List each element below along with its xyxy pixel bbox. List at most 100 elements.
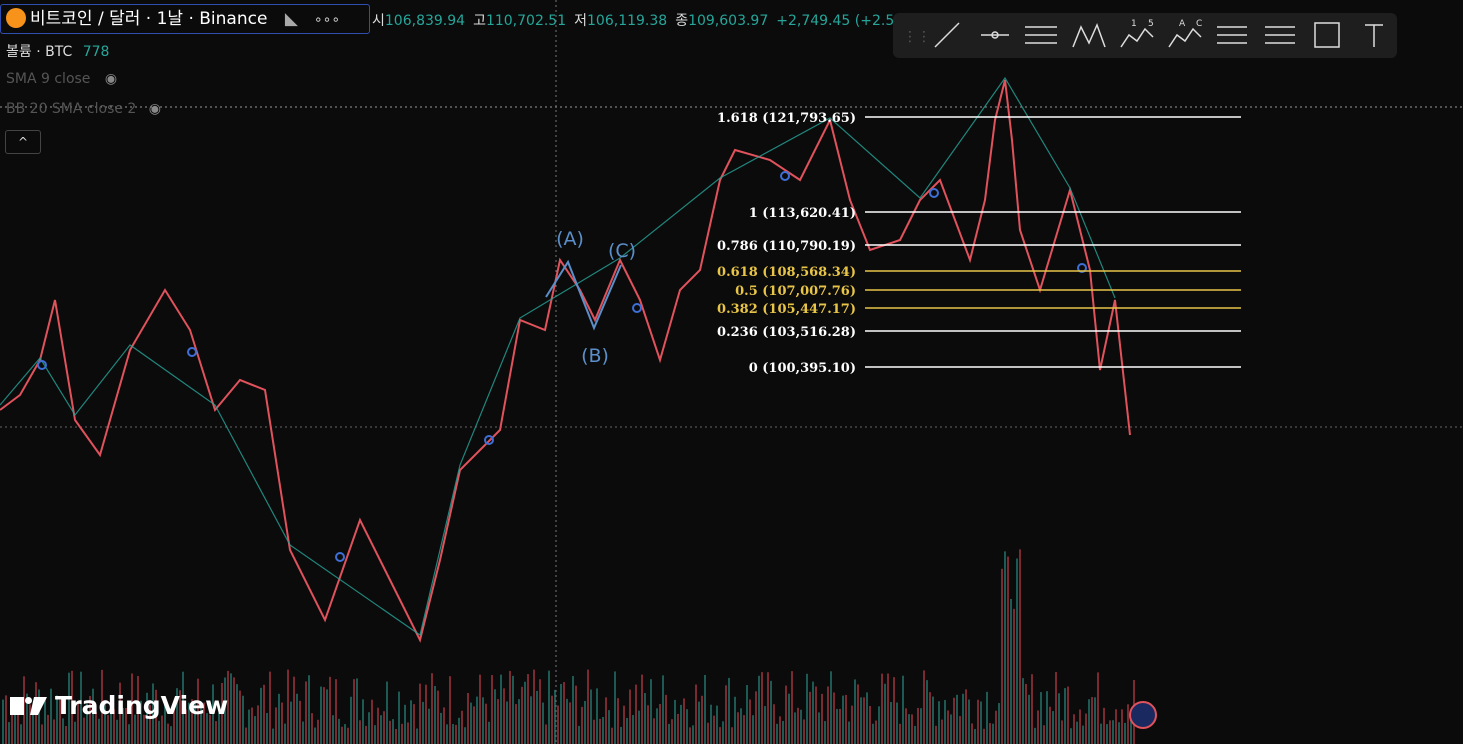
volume-bar [494,689,496,744]
volume-bar [605,697,607,744]
more[interactable]: ∘∘∘ [313,12,341,28]
volume-bar [863,697,865,744]
volume-bar [317,719,319,744]
sma-row[interactable]: SMA 9 close ◉ [6,71,118,87]
volume-bar [314,727,316,744]
volume-bar [626,717,628,744]
fib-label: 0.786 (110,790.19) [717,239,856,254]
change: +2,749.45 (+2.5 [776,13,895,29]
flag-icon[interactable] [1129,701,1157,729]
parallel-tool[interactable] [1025,26,1057,44]
toolbar-icons: ⋮⋮ 1 5 A C [903,19,1383,48]
volume-bar [80,671,82,744]
volume-bar [503,688,505,744]
volume-bar [1049,706,1051,744]
volume-bar [116,719,118,744]
ohlc-value: 106,119.38 [587,13,668,29]
pattern-tool[interactable] [1072,22,1106,48]
volume-bar [596,688,598,744]
volume-bar [707,722,709,744]
volume-bar [482,697,484,744]
rect-tool[interactable] [1314,22,1340,48]
volume-bar [1061,720,1063,744]
volume-bar [176,688,178,744]
volume-bar [569,702,571,744]
volume-bar [767,672,769,744]
volume-bar [296,693,298,744]
volume-bar [221,683,223,744]
symbol-box[interactable]: 비트코인 / 달러 · 1날 · Binance ◣ ∘∘∘ [0,4,370,34]
volume-bar [146,692,148,744]
volume-bar [356,678,358,744]
volume-bar [1091,697,1093,744]
volume-bar [50,688,52,744]
flag[interactable]: ◣ [284,9,298,29]
volume-bar [374,725,376,744]
toolbar-text: 1 [1131,19,1137,29]
volume-bar [947,710,949,744]
hline-tool[interactable] [981,31,1009,39]
fib-label: 0.618 (108,568.34) [717,265,856,280]
sma: SMA 9 close [6,71,91,87]
volume-bar [806,673,808,744]
text-tool[interactable] [1365,24,1383,47]
volume-bar [764,706,766,744]
bb-row[interactable]: BB 20 SMA close 2 ◉ [6,101,162,117]
volume-bar [560,683,562,744]
volume-bar [269,671,271,744]
fib-tool[interactable] [1217,26,1247,44]
volume-bar [956,694,958,744]
fib-levels: 1.618 (121,793.65) 1 (113,620.41) 0.786 (1… [717,111,1241,376]
elliott-impulse-tool[interactable] [1120,27,1154,48]
btc-icon [6,8,26,28]
volume-bar [416,728,418,744]
volume-bar [395,728,397,744]
volume-bar [647,705,649,744]
volume-bar [512,675,514,744]
volume-bar [740,708,742,744]
volume-bar [440,712,442,744]
volume-label: 볼륨 · BTC [6,44,73,60]
trend-line-tool[interactable] [934,22,960,48]
volume-bar [698,701,700,744]
volume-bar [920,708,922,744]
volume-bar [1028,694,1030,744]
volume-bar [1016,558,1018,744]
volume-bar [515,704,517,744]
volume-bar [32,711,34,744]
fib-ext-tool[interactable] [1265,26,1295,44]
volume-bar [257,705,259,744]
volume-bar [779,716,781,744]
volume-bar [692,725,694,744]
volume-bar [1115,709,1117,744]
volume-bar [263,684,265,744]
volume-bar [8,722,10,744]
volume-bar [908,714,910,744]
fib-label: 0 (100,395.10) [749,361,856,376]
volume-bar [89,695,91,744]
volume-bar [473,706,475,744]
volume-bar [53,719,55,744]
volume-bar [548,670,550,744]
volume-bar [800,709,802,744]
volume-bar [557,705,559,744]
volume-bar [737,712,739,744]
volume-bar [890,702,892,744]
volume-bar [71,670,73,744]
volume-bar [953,697,955,744]
collapse-button[interactable]: ^ [5,130,41,154]
volume-bar [1085,713,1087,744]
volume-bar [434,685,436,744]
volume-bar [674,699,676,744]
fib-label: 0.5 (107,007.76) [735,284,856,299]
volume-bar [923,670,925,744]
volume-bar [725,685,727,744]
volume-bar [419,683,421,744]
volume-bar [827,686,829,744]
volume-bar [995,710,997,744]
volume-bar [431,673,433,744]
volume-bar [323,687,325,744]
elliott-correction-tool[interactable] [1168,27,1202,48]
volume-bar [488,721,490,744]
